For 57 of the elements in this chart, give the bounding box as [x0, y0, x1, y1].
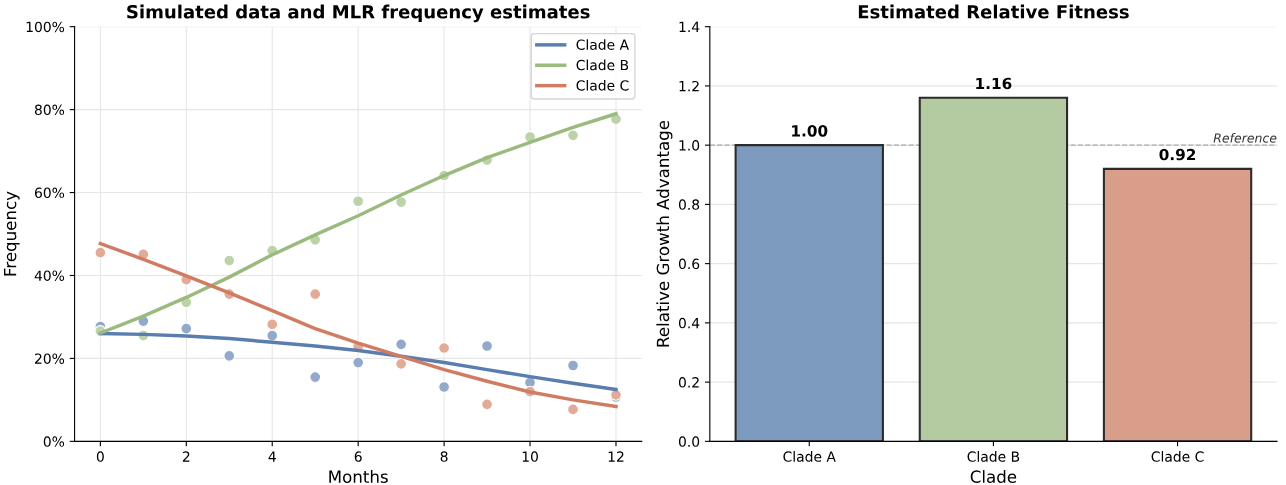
x-tick-label: Clade B — [967, 451, 1020, 462]
y-axis-title: Relative Growth Advantage — [656, 120, 673, 347]
point — [395, 357, 408, 370]
bar — [734, 144, 884, 442]
point — [266, 329, 279, 342]
point — [395, 196, 408, 209]
point — [567, 403, 579, 416]
chart-title: Simulated data and MLR frequency estimates — [127, 4, 590, 23]
y-tick-label: 0.6 — [678, 258, 700, 270]
point — [309, 288, 322, 301]
x-tick-label: 12 — [608, 451, 624, 462]
point — [567, 129, 579, 142]
point — [223, 349, 236, 362]
x-tick-label: Clade A — [783, 451, 836, 462]
point — [395, 338, 408, 351]
point — [438, 342, 451, 354]
point — [94, 246, 107, 259]
bar — [918, 96, 1069, 442]
x-tick-label: 10 — [522, 451, 538, 462]
line-series — [98, 241, 618, 409]
y-tick-label: 0.4 — [678, 317, 700, 329]
x-tick-label: 0 — [96, 451, 104, 462]
point — [438, 381, 451, 393]
y-tick-label: 80% — [34, 104, 65, 116]
x-axis-title: Months — [329, 470, 388, 483]
y-tick-label: 40% — [34, 270, 65, 281]
bar — [1102, 167, 1253, 442]
legend-label: Clade C — [576, 79, 629, 91]
point — [481, 398, 494, 411]
x-tick-label: 2 — [182, 451, 190, 462]
legend-label: Clade B — [576, 59, 629, 71]
y-tick-label: 0.8 — [678, 199, 700, 210]
point — [266, 318, 279, 331]
point — [481, 340, 494, 352]
data-label: 1.16 — [976, 77, 1012, 90]
x-axis-title: Clade — [970, 470, 1017, 483]
data-label: 0.92 — [1159, 148, 1196, 161]
y-tick-label: 1.4 — [679, 21, 700, 32]
y-tick-label: 0.0 — [678, 436, 700, 447]
y-axis-title: Frequency — [3, 191, 20, 276]
y-tick-label: 60% — [34, 187, 65, 199]
point — [309, 371, 322, 384]
point — [567, 359, 579, 372]
data-label: 1.00 — [792, 125, 828, 137]
y-tick-label: 0% — [43, 436, 65, 447]
y-tick-label: 1.2 — [679, 80, 699, 92]
x-tick-label: 4 — [268, 451, 276, 462]
y-tick-label: 0.2 — [678, 377, 699, 388]
y-tick-label: 1.0 — [679, 140, 700, 151]
y-tick-label: 20% — [35, 353, 65, 364]
ref-line-label: Reference — [1213, 133, 1277, 143]
x-tick-label: 6 — [354, 451, 362, 462]
chart-title: Estimated Relative Fitness — [858, 4, 1129, 19]
x-tick-label: Clade C — [1151, 451, 1204, 462]
legend-label: Clade A — [576, 39, 629, 50]
x-tick-label: 8 — [440, 451, 448, 462]
y-tick-label: 100% — [26, 21, 65, 33]
